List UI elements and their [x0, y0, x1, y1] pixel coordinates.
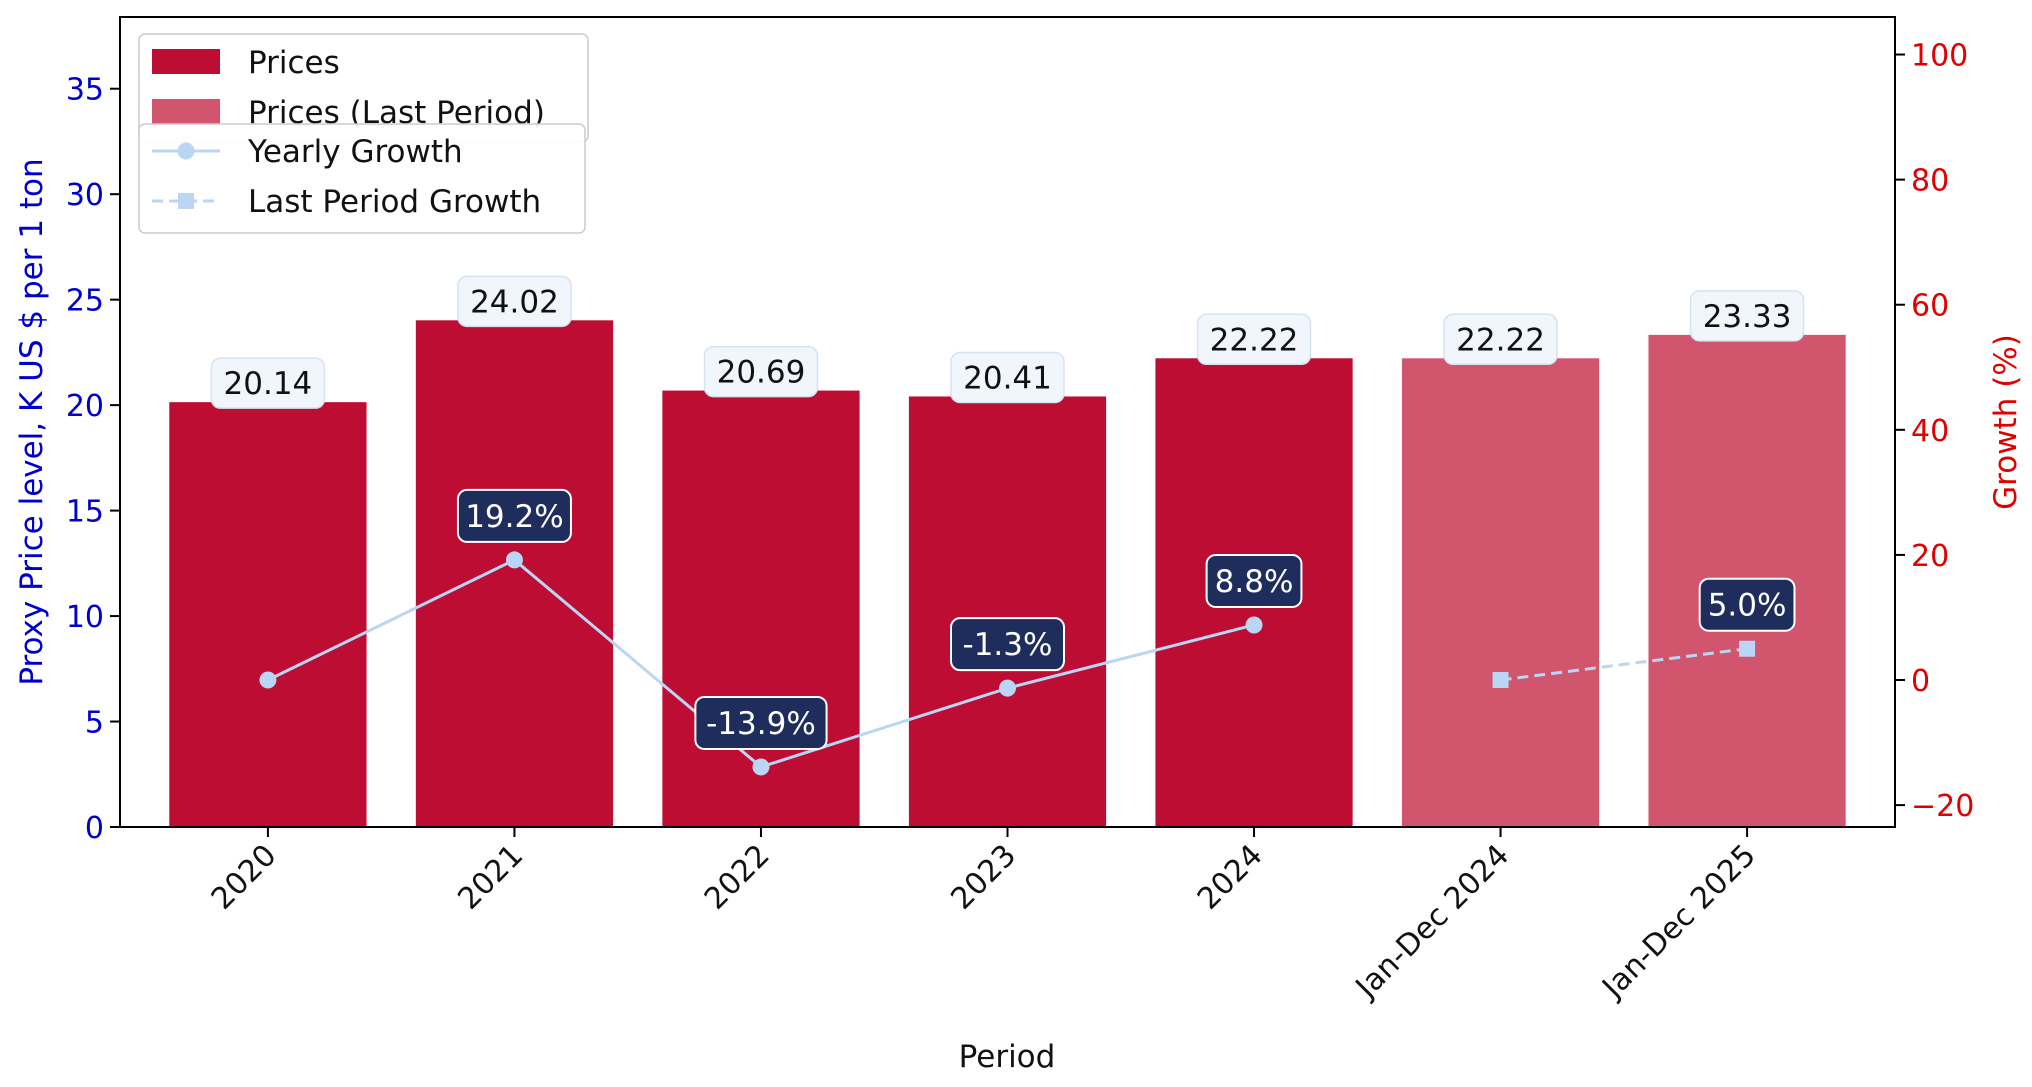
bar-value-label-box: [1196, 313, 1312, 366]
bar-2021: [415, 320, 614, 827]
bar-value-label: 23.33: [1703, 299, 1792, 335]
bar-value-label-box: [703, 345, 819, 398]
bar-value-label-box: [1689, 290, 1805, 342]
x-tick-label: 2024: [1191, 838, 1270, 917]
last-period-growth-marker: [1739, 640, 1756, 657]
bar-value-label: 20.69: [717, 355, 806, 391]
legend-swatch-bar: [152, 99, 220, 124]
x-axis-title: Period: [959, 1039, 1056, 1075]
legend-label: Last Period Growth: [248, 184, 541, 220]
bar-2020: [169, 402, 367, 827]
growth-value-label: 5.0%: [1708, 588, 1787, 624]
bar-labels-layer: 20.14 24.02 20.69 20.41 22.22 22.22 23.33: [210, 275, 1805, 409]
growth-value-label: -1.3%: [963, 627, 1053, 663]
legend-swatch-bar: [152, 49, 220, 74]
x-tick-label: Jan-Dec 2024: [1348, 838, 1516, 1006]
bar-value-label-box: [1443, 313, 1558, 366]
legend-swatch-square-marker: [178, 193, 194, 209]
y2-axis-title: Growth (%): [1988, 334, 2024, 510]
y-tick-label: 35: [66, 73, 104, 108]
bar-2022: [662, 390, 860, 827]
growth-value-label: -13.9%: [706, 706, 816, 742]
growth-labels-layer: 19.2% -13.9% -1.3% 8.8% 5.0%: [456, 488, 1796, 750]
bar-value-label: 24.02: [470, 284, 559, 320]
legend-box-lines: [138, 123, 586, 234]
y2-tick-label: 20: [1911, 539, 1949, 574]
legend-label: Yearly Growth: [247, 134, 463, 170]
y-tick-label: 0: [85, 811, 104, 846]
y2-tick-label: 80: [1911, 164, 1949, 199]
y-tick-label: 25: [66, 284, 104, 319]
yearly-growth-marker: [505, 551, 523, 569]
bar-2023: [908, 396, 1107, 827]
y-tick-label: 5: [85, 706, 104, 741]
bar-value-label-box: [457, 275, 572, 328]
yearly-growth-marker: [259, 671, 277, 689]
legend-label: Prices: [248, 45, 340, 81]
bar-value-label: 20.14: [224, 366, 313, 402]
yearly-growth-marker: [752, 758, 770, 776]
x-tick-label: 2021: [451, 838, 530, 917]
growth-value-label: 8.8%: [1215, 564, 1294, 600]
bar-value-label: 20.41: [963, 360, 1052, 396]
x-tick-label: 2023: [944, 838, 1023, 917]
legend-swatch-circle-marker: [177, 142, 195, 160]
bar-value-label-box: [210, 357, 326, 409]
growth-value-label: 19.2%: [465, 499, 563, 535]
growth-value-label-box: [950, 617, 1065, 672]
bar-value-label: 22.22: [1456, 322, 1545, 358]
y2-tick-label: 100: [1911, 39, 1968, 74]
y-tick-label: 15: [66, 495, 104, 530]
last-period-growth-marker: [1492, 672, 1509, 689]
y-tick-label: 20: [66, 389, 104, 424]
bar-jan-dec-2024: [1401, 358, 1600, 827]
growth-value-label-box: [1698, 577, 1796, 632]
growth-value-label-box: [694, 695, 828, 750]
y2-tick-label: −20: [1911, 789, 1974, 824]
y2-tick-label: 40: [1911, 414, 1949, 449]
bar-value-label-box: [950, 351, 1065, 404]
growth-value-label-box: [1205, 553, 1303, 608]
x-tick-label: 2020: [205, 838, 284, 917]
lines-layer: [259, 551, 1756, 776]
last-period-growth-line: [1500, 647, 1748, 682]
y-tick-label: 30: [66, 178, 104, 213]
yearly-growth-marker: [999, 679, 1016, 697]
y-tick-label: 10: [66, 600, 104, 635]
x-tick-label: 2022: [698, 838, 777, 917]
x-tick-label: Jan-Dec 2025: [1594, 838, 1762, 1006]
y2-tick-label: 60: [1911, 289, 1949, 324]
growth-value-label-box: [456, 488, 572, 543]
y2-tick-label: 0: [1911, 664, 1930, 699]
bar-value-label: 22.22: [1210, 322, 1299, 358]
y-axis-title: Proxy Price level, K US $ per 1 ton: [14, 158, 50, 685]
yearly-growth-marker: [1245, 616, 1263, 634]
